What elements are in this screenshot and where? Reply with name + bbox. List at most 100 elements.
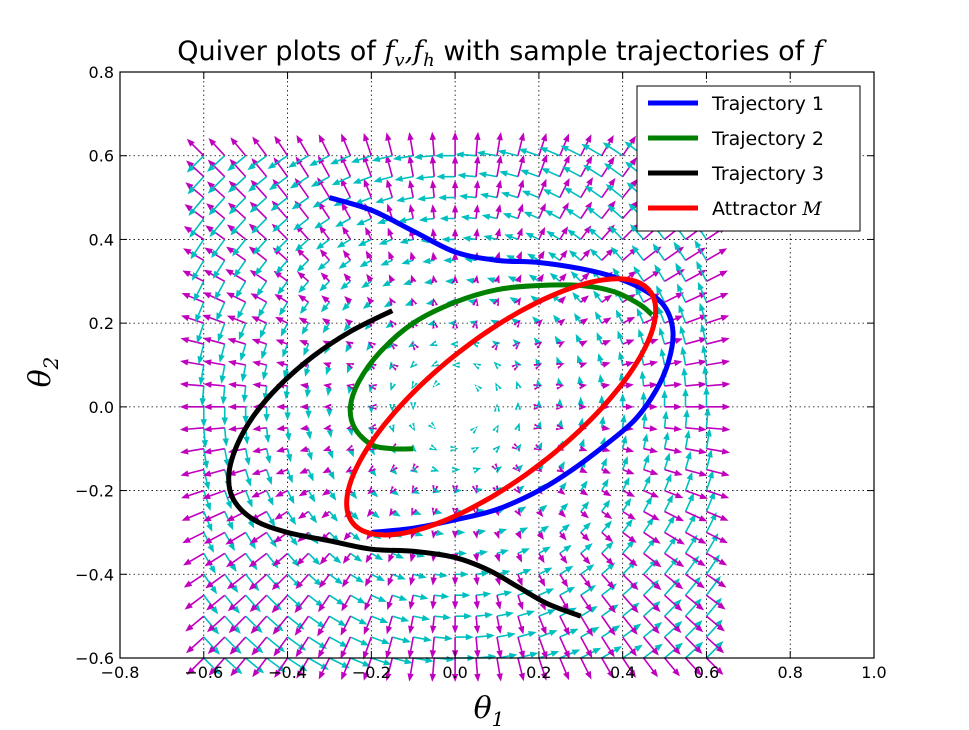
quiver-arrow [401, 258, 414, 265]
quiver-arrow [317, 615, 331, 637]
quiver-arrow [318, 134, 331, 157]
quiver-arrow [391, 509, 401, 517]
quiver-arrow [243, 427, 250, 445]
quiver-arrow [228, 615, 247, 634]
quiver-arrow [256, 280, 268, 297]
quiver-arrow [189, 218, 205, 238]
quiver-arrow [385, 657, 394, 682]
quiver-arrow [559, 133, 570, 157]
quiver-arrow [327, 448, 334, 459]
quiver-arrow [207, 155, 226, 172]
quiver-arrow [409, 465, 419, 474]
quiver-arrow [654, 264, 666, 282]
quiver-arrow [364, 594, 373, 611]
quiver-arrow [492, 445, 501, 454]
quiver-arrow [706, 468, 730, 477]
quiver-arrow [476, 150, 498, 157]
quiver-arrow [396, 196, 414, 203]
quiver-arrow [186, 160, 205, 178]
quiver-arrow [601, 424, 611, 432]
quiver-arrow [375, 196, 393, 204]
quiver-arrow [318, 201, 331, 219]
quiver-arrow [276, 403, 288, 411]
quiver-arrow [365, 552, 373, 564]
quiver-arrow [430, 595, 437, 610]
quiver-arrow [203, 490, 212, 511]
quiver-arrow [610, 246, 624, 261]
quiver-arrow [322, 362, 332, 369]
quiver-arrow [601, 382, 611, 389]
quiver-arrow [494, 553, 501, 563]
quiver-arrow [320, 301, 331, 313]
quiver-arrow [451, 361, 460, 369]
quiver-arrow [223, 490, 232, 510]
quiver-arrow [296, 134, 310, 157]
quiver-arrow [455, 633, 474, 641]
quiver-arrow [367, 464, 377, 473]
quiver-arrow [227, 594, 247, 612]
quiver-arrow [523, 211, 540, 220]
quiver-arrow [410, 274, 417, 284]
quiver-arrow [314, 217, 330, 229]
quiver-arrow [434, 613, 452, 621]
quiver-arrow [244, 490, 253, 508]
quiver-arrow [643, 600, 661, 617]
quiver-arrow [394, 175, 414, 182]
quiver-arrow [345, 343, 353, 353]
quiver-arrow [673, 241, 687, 261]
y-tick-label: 0.2 [89, 314, 114, 333]
quiver-arrow [538, 629, 558, 638]
quiver-arrow [580, 585, 597, 596]
quiver-arrow [495, 203, 502, 219]
quiver-arrow [411, 463, 420, 472]
quiver-arrow [515, 274, 522, 283]
quiver-arrow [188, 197, 205, 217]
quiver-arrow [664, 403, 683, 411]
quiver-arrow [286, 490, 295, 505]
quiver-arrow [248, 246, 268, 261]
quiver-arrow [517, 154, 525, 177]
quiver-arrow [643, 447, 659, 454]
quiver-arrow [417, 195, 435, 202]
quiver-arrow [244, 469, 252, 487]
quiver-arrow [326, 427, 333, 438]
quiver-arrow [525, 232, 540, 241]
quiver-arrow [270, 196, 289, 212]
quiver-arrow [599, 436, 607, 449]
quiver-arrow [389, 508, 397, 517]
quiver-arrow [345, 383, 355, 390]
quiver-arrow [706, 531, 728, 544]
quiver-arrow [388, 361, 396, 371]
quiver-arrow [578, 362, 588, 369]
quiver-arrow [181, 489, 205, 499]
quiver-arrow [480, 192, 498, 199]
quiver-arrow [385, 132, 394, 156]
quiver-arrow [248, 176, 268, 192]
quiver-arrow [559, 636, 570, 659]
quiver-arrow [245, 552, 258, 571]
quiver-arrow [203, 381, 225, 388]
quiver-arrow [432, 320, 439, 329]
quiver-arrow [430, 574, 437, 586]
quiver-arrow [343, 273, 352, 282]
quiver-arrow [559, 544, 572, 555]
quiver-arrow [206, 594, 226, 611]
quiver-arrow [706, 381, 731, 388]
quiver-arrow [413, 614, 431, 622]
quiver-arrow [276, 446, 288, 453]
quiver-arrow [349, 510, 359, 520]
quiver-arrow [576, 354, 583, 366]
quiver-arrow [429, 131, 437, 156]
quiver-arrow [538, 132, 547, 156]
quiver-arrow [298, 280, 310, 294]
quiver-arrow [558, 296, 567, 304]
quiver-arrow [511, 363, 520, 371]
quiver-arrow [642, 475, 651, 491]
quiver-arrow [370, 573, 385, 582]
quiver-arrow [496, 569, 511, 576]
series-line-3 [226, 308, 582, 619]
quiver-arrow [317, 259, 330, 271]
quiver-arrow [357, 238, 372, 247]
quiver-arrow [212, 259, 226, 280]
quiver-arrow [244, 448, 251, 466]
